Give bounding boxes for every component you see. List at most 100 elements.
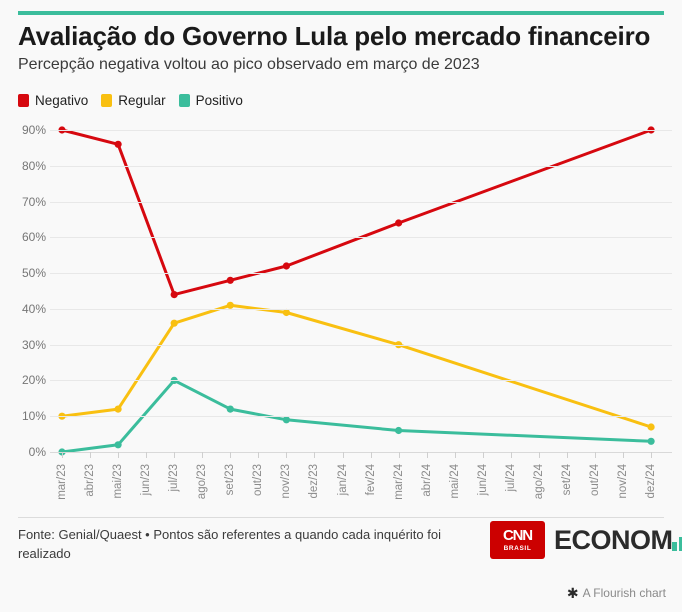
legend-item-positivo[interactable]: Positivo xyxy=(178,93,243,108)
x-axis-tick-label: mai/23 xyxy=(112,464,125,499)
data-point-positivo[interactable] xyxy=(226,405,234,413)
legend-item-label: Positivo xyxy=(195,93,243,108)
y-axis-labels: 0% 10% 20% 30% 40% 50% 60% 70% 80% 90% xyxy=(0,118,46,459)
chart-legend: Negativo Regular Positivo xyxy=(18,93,243,108)
x-axis-tick-label: set/24 xyxy=(560,464,573,496)
x-axis-tick xyxy=(651,452,653,458)
x-axis-tick-label: ago/23 xyxy=(196,464,209,500)
y-axis-tick-label: 70% xyxy=(21,194,46,209)
data-point-positivo[interactable] xyxy=(647,437,655,445)
y-axis-tick-label: 60% xyxy=(21,230,46,245)
x-axis-tick xyxy=(510,452,512,458)
economia-wordmark: ECONOM IA xyxy=(554,525,682,556)
data-point-negativo[interactable] xyxy=(282,262,290,270)
y-axis-tick-label: 30% xyxy=(21,337,46,352)
data-point-regular[interactable] xyxy=(114,405,122,413)
data-point-negativo[interactable] xyxy=(395,219,403,227)
economia-text-a: ECONOM xyxy=(554,524,673,555)
data-point-positivo[interactable] xyxy=(170,376,178,384)
gridline xyxy=(50,165,672,167)
x-axis-tick-label: out/23 xyxy=(252,464,265,496)
x-axis-tick xyxy=(538,452,540,458)
page-subtitle: Percepção negativa voltou ao pico observ… xyxy=(18,56,480,73)
x-axis-tick xyxy=(146,452,148,458)
legend-item-regular[interactable]: Regular xyxy=(101,93,166,108)
data-point-regular[interactable] xyxy=(226,301,234,309)
cnn-subtitle: BRASIL xyxy=(503,545,532,552)
x-axis-tick xyxy=(62,452,63,458)
y-axis-tick-label: 20% xyxy=(21,373,46,388)
data-point-negativo[interactable] xyxy=(114,140,122,148)
x-axis-tick-label: nov/24 xyxy=(617,464,629,499)
cnn-logo-icon: CNN BRASIL xyxy=(490,521,545,559)
gridline xyxy=(50,416,672,418)
gridline xyxy=(50,130,672,131)
x-axis-tick xyxy=(202,452,204,458)
x-axis-tick-label: jun/24 xyxy=(476,464,489,496)
x-axis-tick xyxy=(342,452,344,458)
data-point-regular[interactable] xyxy=(282,308,290,317)
x-axis-tick-label: ago/24 xyxy=(532,464,545,500)
y-axis-tick-label: 10% xyxy=(21,409,46,424)
data-point-positivo[interactable] xyxy=(395,426,403,435)
x-axis-tick xyxy=(594,452,596,458)
y-axis-tick-label: 40% xyxy=(21,301,46,316)
legend-swatch-icon xyxy=(101,94,113,107)
legend-item-label: Regular xyxy=(118,93,166,108)
gridline xyxy=(50,201,672,203)
x-axis-tick xyxy=(230,452,232,458)
x-axis-tick-label: jan/24 xyxy=(336,464,349,496)
x-axis-tick-label: jul/23 xyxy=(168,464,181,492)
y-axis-tick-label: 50% xyxy=(21,266,46,281)
legend-swatch-icon xyxy=(178,94,190,107)
gridline xyxy=(50,237,672,239)
gridline xyxy=(50,308,672,310)
gridline xyxy=(50,344,672,346)
data-point-positivo[interactable] xyxy=(282,416,290,424)
x-axis-tick-label: nov/23 xyxy=(280,464,293,499)
x-axis-tick-label: out/24 xyxy=(588,464,601,496)
x-axis-tick xyxy=(174,452,176,458)
data-point-regular[interactable] xyxy=(647,423,655,431)
legend-item-negativo[interactable]: Negativo xyxy=(18,93,88,108)
x-axis-tick xyxy=(398,452,400,458)
x-axis-tick xyxy=(90,452,92,458)
data-point-regular[interactable] xyxy=(170,319,178,327)
legend-swatch-icon xyxy=(18,94,29,107)
y-axis-tick-label: 80% xyxy=(21,158,46,173)
data-point-positivo[interactable] xyxy=(114,441,122,449)
asterisk-icon: ✱ xyxy=(566,585,579,601)
source-note: Fonte: Genial/Quaest • Pontos são refere… xyxy=(18,527,441,561)
x-axis-tick-label: mar/24 xyxy=(392,464,405,500)
x-axis-tick-label: jul/24 xyxy=(504,464,517,492)
x-axis-tick xyxy=(623,452,624,458)
series-line-negativo xyxy=(60,128,653,297)
chart-series-layer xyxy=(58,126,655,456)
x-axis-tick-label: dez/24 xyxy=(645,464,658,499)
x-axis-tick xyxy=(370,452,372,458)
brand-lockup: CNN BRASIL ECONOM IA xyxy=(490,521,682,559)
x-axis-tick xyxy=(482,452,484,458)
gridline xyxy=(50,273,672,275)
x-axis-tick-label: abr/24 xyxy=(420,464,433,497)
x-axis-tick xyxy=(426,452,428,458)
x-axis-tick-label: set/23 xyxy=(224,464,237,496)
flourish-credit[interactable]: ✱ A Flourish chart xyxy=(567,586,666,600)
x-axis-tick-label: mai/24 xyxy=(448,464,461,499)
x-axis-tick-label: abr/23 xyxy=(84,464,97,497)
economia-bars-icon xyxy=(671,527,682,554)
data-point-negativo[interactable] xyxy=(226,276,234,284)
x-axis-tick-label: jun/23 xyxy=(140,464,153,496)
gridline xyxy=(50,380,672,382)
chart-grid xyxy=(50,118,672,458)
data-point-negativo[interactable] xyxy=(170,291,178,299)
x-axis-tick-label: fev/24 xyxy=(364,464,377,496)
data-point-regular[interactable] xyxy=(58,412,66,420)
x-axis-tick xyxy=(258,452,260,458)
x-axis-tick xyxy=(566,452,568,458)
x-axis-tick-label: dez/23 xyxy=(308,464,321,499)
page-title: Avaliação do Governo Lula pelo mercado f… xyxy=(18,21,651,51)
y-axis-tick-label: 90% xyxy=(21,123,46,137)
footer-divider xyxy=(18,517,664,518)
